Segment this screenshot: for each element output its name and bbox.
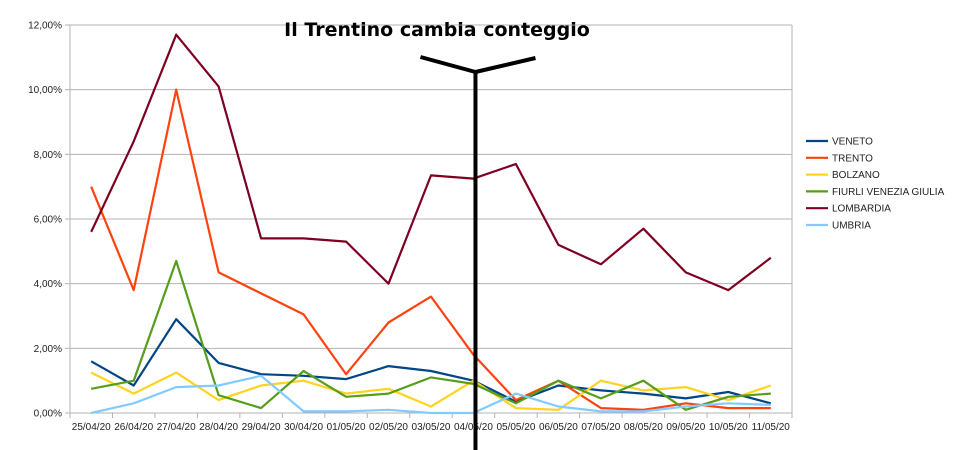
legend-label: LOMBARDIA: [832, 204, 891, 215]
series-line-umbria: [90, 374, 771, 415]
series-line-veneto: [90, 318, 772, 405]
legend-label: VENETO: [832, 137, 873, 148]
x-tick-label: 11/05/20: [752, 422, 791, 433]
x-tick-label: 26/04/20: [114, 422, 153, 433]
series-line-lombardia: [90, 33, 772, 292]
series-line-fiurli-venezia-giulia: [90, 259, 771, 411]
legend-label: BOLZANO: [832, 170, 880, 181]
change-marker-head: [419, 55, 536, 74]
grid-lines: [65, 24, 793, 414]
y-tick-label: 4,00%: [34, 279, 62, 290]
x-tick-label: 02/05/20: [369, 422, 408, 433]
x-tick-label: 10/05/20: [709, 422, 748, 433]
legend: VENETO TRENTO BOLZANO FIURLI VENEZIA GIULIA…: [806, 137, 945, 232]
x-tick-label: 07/05/20: [581, 422, 620, 433]
legend-label: TRENTO: [832, 153, 873, 164]
x-tick-label: 28/04/20: [199, 422, 238, 433]
y-tick-label: 2,00%: [34, 344, 62, 355]
x-tick-label: 05/05/20: [496, 422, 535, 433]
legend-label: FIURLI VENEZIA GIULIA: [832, 187, 945, 198]
x-tick-label: 27/04/20: [157, 422, 196, 433]
x-axis-ticks: 25/04/20 26/04/20 27/04/20 28/04/20 29/04/20…: [69, 413, 793, 433]
x-tick-label: 01/05/20: [327, 422, 366, 433]
series-lines: [90, 33, 772, 415]
legend-label: UMBRIA: [832, 221, 871, 232]
x-tick-label: 25/04/20: [72, 422, 111, 433]
annotation-text: Il Trentino cambia conteggio: [284, 19, 590, 41]
y-axis-ticks: 0,00% 2,00% 4,00% 6,00% 8,00% 10,00% 12,00%: [28, 21, 62, 420]
change-marker: [419, 55, 536, 450]
x-tick-label: 06/05/20: [539, 422, 578, 433]
x-tick-label: 30/04/20: [284, 422, 323, 433]
x-tick-label: 08/05/20: [624, 422, 663, 433]
series-line-trento: [90, 88, 771, 411]
y-tick-label: 12,00%: [28, 21, 62, 32]
y-tick-label: 10,00%: [28, 85, 62, 96]
y-tick-label: 6,00%: [34, 215, 62, 226]
y-tick-label: 0,00%: [34, 409, 62, 420]
x-tick-label: 03/05/20: [412, 422, 451, 433]
y-tick-label: 8,00%: [34, 150, 62, 161]
x-tick-label: 09/05/20: [666, 422, 705, 433]
x-tick-label: 29/04/20: [242, 422, 281, 433]
